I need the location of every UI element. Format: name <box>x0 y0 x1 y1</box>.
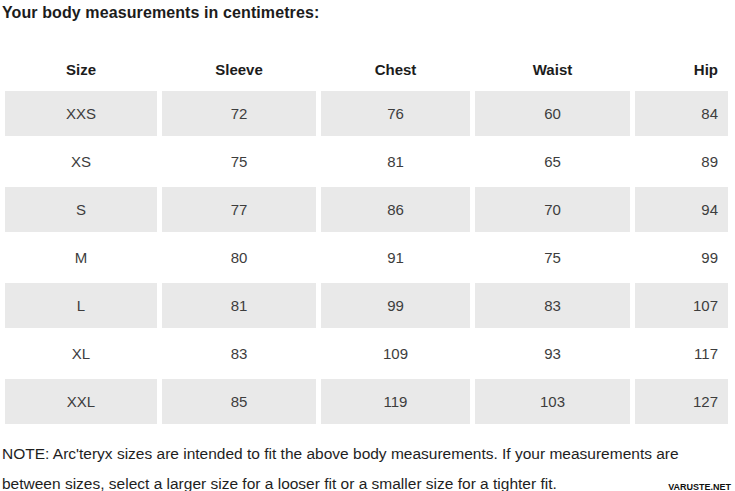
size-cell: L <box>5 283 157 328</box>
sleeve-cell: 81 <box>162 283 316 328</box>
hip-cell: 84 <box>635 91 728 136</box>
chest-cell: 86 <box>321 187 470 232</box>
waist-cell: 65 <box>475 139 630 184</box>
chest-cell: 81 <box>321 139 470 184</box>
size-table: Size Sleeve Chest Waist Hip XXS 72 76 60… <box>5 50 728 425</box>
sleeve-cell: 72 <box>162 91 316 136</box>
waist-cell: 60 <box>475 91 630 136</box>
hip-cell: 127 <box>635 379 728 424</box>
table-row-l: L 81 99 83 107 <box>5 281 728 329</box>
table-row-m: M 80 91 75 99 <box>5 233 728 281</box>
size-cell: S <box>5 187 157 232</box>
waist-cell: 103 <box>475 379 630 424</box>
page-title: Your body measurements in centimetres: <box>2 4 735 22</box>
column-header-chest: Chest <box>321 50 470 89</box>
table-row-xxl: XXL 85 119 103 127 <box>5 377 728 425</box>
table-row-s: S 77 86 70 94 <box>5 185 728 233</box>
chest-cell: 76 <box>321 91 470 136</box>
table-row-xs: XS 75 81 65 89 <box>5 137 728 185</box>
chest-cell: 91 <box>321 235 470 280</box>
column-header-waist: Waist <box>475 50 630 89</box>
note-text: NOTE: Arc'teryx sizes are intended to fi… <box>2 439 735 491</box>
table-row-xl: XL 83 109 93 117 <box>5 329 728 377</box>
chest-cell: 119 <box>321 379 470 424</box>
column-header-hip: Hip <box>635 50 728 89</box>
size-chart-page: Your body measurements in centimetres: S… <box>0 4 735 491</box>
sleeve-cell: 75 <box>162 139 316 184</box>
waist-cell: 83 <box>475 283 630 328</box>
table-header-row: Size Sleeve Chest Waist Hip <box>5 50 728 89</box>
chest-cell: 109 <box>321 331 470 376</box>
table-row-xxs: XXS 72 76 60 84 <box>5 89 728 137</box>
size-cell: XXS <box>5 91 157 136</box>
column-header-size: Size <box>5 50 157 89</box>
sleeve-cell: 77 <box>162 187 316 232</box>
waist-cell: 75 <box>475 235 630 280</box>
hip-cell: 94 <box>635 187 728 232</box>
size-cell: XL <box>5 331 157 376</box>
sleeve-cell: 85 <box>162 379 316 424</box>
hip-cell: 89 <box>635 139 728 184</box>
sleeve-cell: 83 <box>162 331 316 376</box>
size-cell: XXL <box>5 379 157 424</box>
hip-cell: 117 <box>635 331 728 376</box>
waist-cell: 93 <box>475 331 630 376</box>
sleeve-cell: 80 <box>162 235 316 280</box>
note-line-1: NOTE: Arc'teryx sizes are intended to fi… <box>2 439 735 469</box>
watermark-text: VARUSTE.NET <box>668 482 731 491</box>
hip-cell: 107 <box>635 283 728 328</box>
waist-cell: 70 <box>475 187 630 232</box>
note-line-2: between sizes, select a larger size for … <box>2 469 735 491</box>
hip-cell: 99 <box>635 235 728 280</box>
column-header-sleeve: Sleeve <box>162 50 316 89</box>
chest-cell: 99 <box>321 283 470 328</box>
size-cell: M <box>5 235 157 280</box>
size-cell: XS <box>5 139 157 184</box>
